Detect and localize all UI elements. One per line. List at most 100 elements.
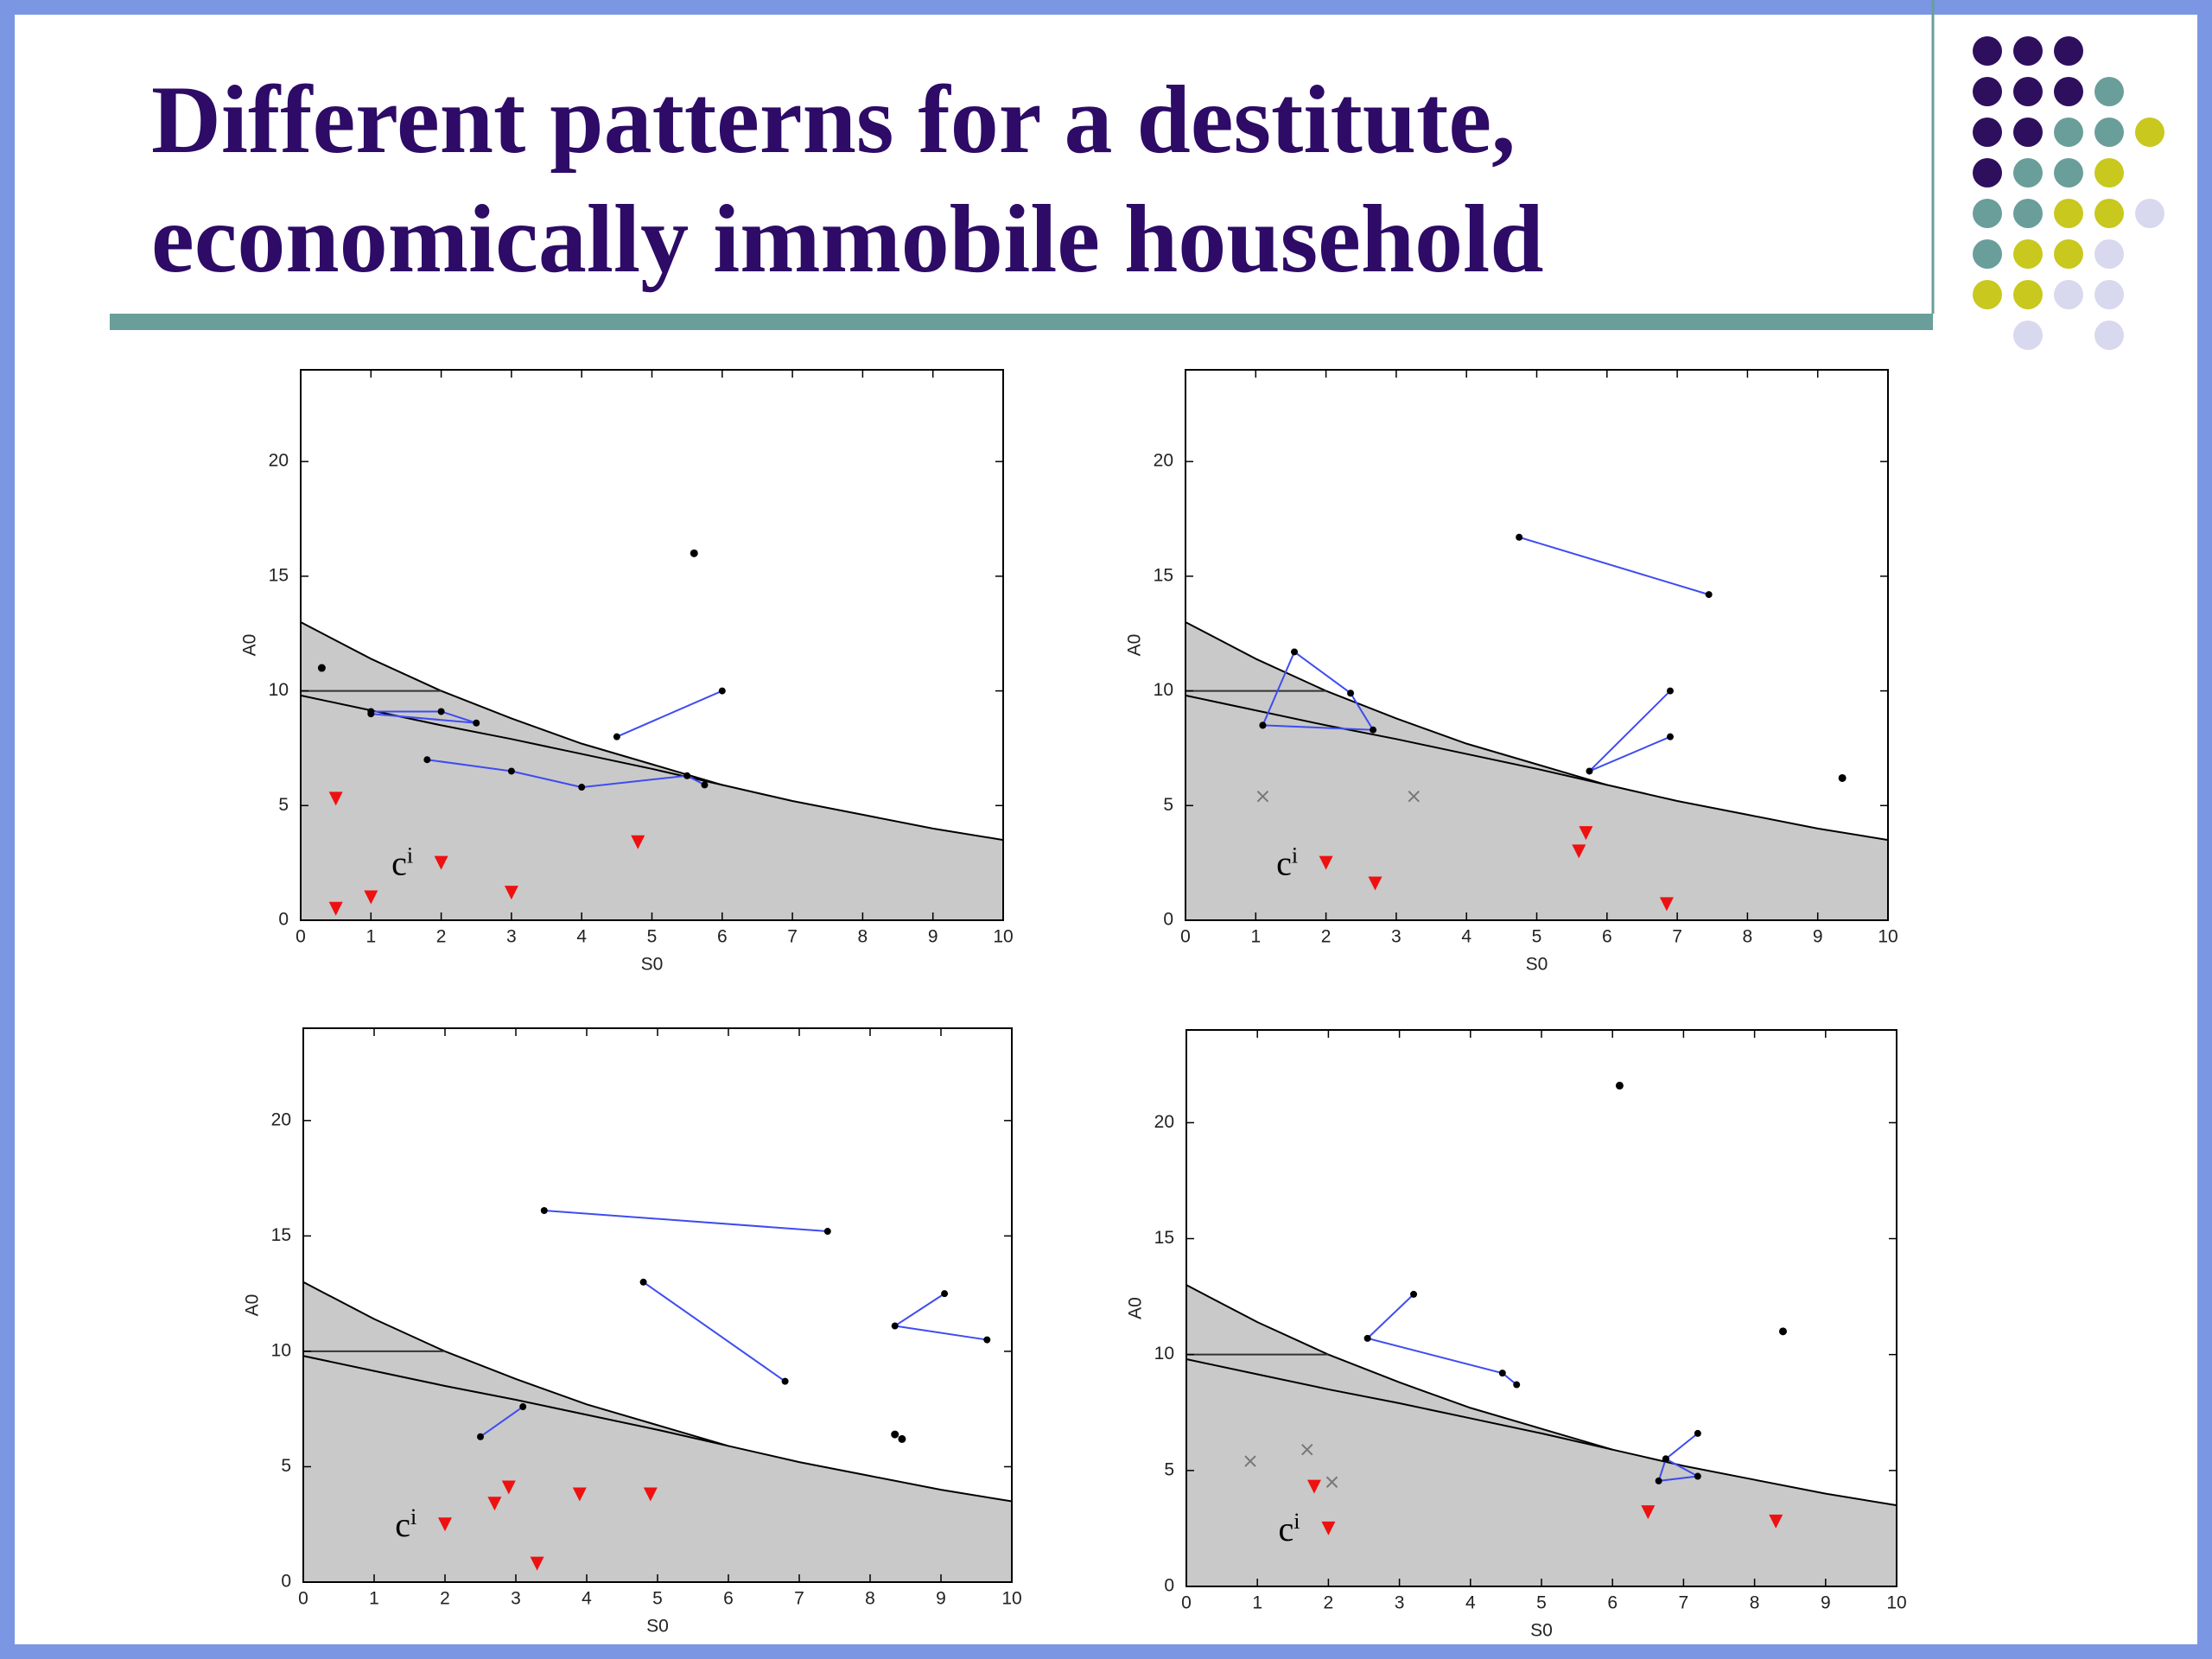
triangle-marker <box>438 1517 452 1532</box>
x-tick-label: 10 <box>1886 1593 1906 1613</box>
upper-boundary <box>300 621 1004 842</box>
x-axis-label: S0 <box>1526 955 1548 975</box>
y-tick-label: 15 <box>1154 1228 1174 1248</box>
decor-dot <box>2013 199 2043 228</box>
x-tick-label: 10 <box>1001 1589 1021 1609</box>
trajectory <box>1365 1294 1517 1386</box>
title-line: economically immobile household <box>151 186 1544 293</box>
trajectory-vertex <box>891 1322 899 1330</box>
x-tick-label: 10 <box>993 927 1013 947</box>
x-tick-label: 1 <box>1250 927 1261 947</box>
decor-dot <box>2094 199 2124 228</box>
y-axis-label: A0 <box>243 1294 263 1317</box>
y-tick-label: 5 <box>281 1456 291 1476</box>
point <box>1838 773 1847 782</box>
trajectory-vertex <box>1666 687 1674 695</box>
trajectory-vertex <box>437 708 445 715</box>
y-tick-label: 20 <box>1154 451 1173 471</box>
trajectory <box>543 1210 828 1233</box>
trajectory-vertex <box>1291 648 1299 656</box>
y-tick-label: 0 <box>278 910 289 930</box>
decor-dot <box>2013 321 2043 350</box>
x-tick-label: 6 <box>723 1589 734 1609</box>
trajectory-vertex <box>540 1206 548 1214</box>
annotation: ci <box>1279 1509 1300 1548</box>
x-tick-label: 4 <box>576 927 587 947</box>
y-tick-label: 15 <box>271 1225 291 1245</box>
decor-dot <box>1973 239 2002 269</box>
decor-dot <box>2094 158 2124 188</box>
chart: 0 1 2 3 4 5 6 7 8 9 10 0 5 10 15 20 S0 A0 ci <box>1126 1029 1907 1641</box>
trajectory-vertex <box>477 1433 484 1440</box>
decor-dot <box>2094 280 2124 309</box>
trajectory-vertex <box>1655 1477 1662 1484</box>
y-tick-label: 10 <box>269 680 289 700</box>
cross-marker <box>1244 1455 1256 1467</box>
x-tick-label: 6 <box>717 927 728 947</box>
x-tick-label: 0 <box>296 927 306 947</box>
decor-dot <box>2054 77 2083 106</box>
trajectory-vertex <box>823 1228 831 1236</box>
decor-dot <box>2054 199 2083 228</box>
x-tick-label: 5 <box>1532 927 1542 947</box>
annotation: ci <box>1276 843 1298 883</box>
x-tick-label: 3 <box>511 1589 521 1609</box>
y-axis-label: A0 <box>240 634 260 657</box>
trajectory-vertex <box>519 1403 527 1411</box>
y-tick-label: 10 <box>271 1340 291 1360</box>
trajectory-vertex <box>1705 591 1713 599</box>
trajectory <box>616 690 723 738</box>
point <box>1778 1327 1787 1336</box>
triangle-marker <box>1769 1514 1783 1529</box>
x-tick-label: 4 <box>582 1589 592 1609</box>
trajectory-vertex <box>1694 1472 1701 1480</box>
point <box>898 1434 906 1443</box>
y-tick-label: 10 <box>1154 1344 1174 1363</box>
x-tick-label: 2 <box>436 927 447 947</box>
decor-dot <box>2094 321 2124 350</box>
x-tick-label: 6 <box>1602 927 1612 947</box>
trajectory-vertex <box>578 784 586 791</box>
trajectory-vertex <box>1498 1370 1506 1377</box>
decor-dot <box>1973 158 2002 188</box>
triangle-marker <box>1306 1479 1321 1494</box>
triangle-marker <box>434 855 448 870</box>
triangle-marker <box>530 1556 544 1571</box>
decor-dot <box>2054 158 2083 188</box>
x-tick-label: 9 <box>1813 927 1823 947</box>
decor-dot <box>1973 77 2002 106</box>
decor-dot <box>1973 199 2002 228</box>
lower-boundary <box>1185 1358 1613 1451</box>
y-tick-label: 15 <box>1154 565 1173 585</box>
triangle-marker <box>1368 876 1382 891</box>
triangle-marker <box>487 1497 502 1511</box>
decor-dot <box>2094 118 2124 147</box>
y-axis-label: A0 <box>1125 634 1145 657</box>
x-tick-label: 4 <box>1465 1593 1476 1613</box>
x-tick-label: 8 <box>1743 927 1753 947</box>
decor-dot <box>2094 77 2124 106</box>
annotation-text: c <box>1279 1510 1294 1548</box>
x-tick-label: 7 <box>1679 1593 1689 1613</box>
y-tick-label: 0 <box>1163 910 1173 930</box>
annotation-text: c <box>395 1505 410 1544</box>
upper-boundary <box>1185 621 1889 842</box>
triangle-marker <box>572 1487 587 1502</box>
y-tick-label: 5 <box>278 795 289 815</box>
trajectory-vertex <box>941 1290 949 1298</box>
shaded-region <box>303 1281 1012 1582</box>
x-tick-label: 9 <box>936 1589 946 1609</box>
decor-dot <box>1973 36 2002 66</box>
chart: 0 1 2 3 4 5 6 7 8 9 10 0 5 10 15 20 S0 A0 ci <box>243 1027 1022 1637</box>
cross-marker <box>1408 790 1420 803</box>
x-tick-label: 8 <box>865 1589 875 1609</box>
triangle-marker <box>1641 1505 1656 1520</box>
x-tick-label: 0 <box>1181 1593 1192 1613</box>
annotation-text: c <box>1276 844 1292 883</box>
decor-dot <box>2135 118 2164 147</box>
decor-dot <box>2013 77 2043 106</box>
decor-dot <box>2054 36 2083 66</box>
trajectory-vertex <box>1662 1455 1669 1463</box>
upper-boundary <box>302 1281 1013 1503</box>
